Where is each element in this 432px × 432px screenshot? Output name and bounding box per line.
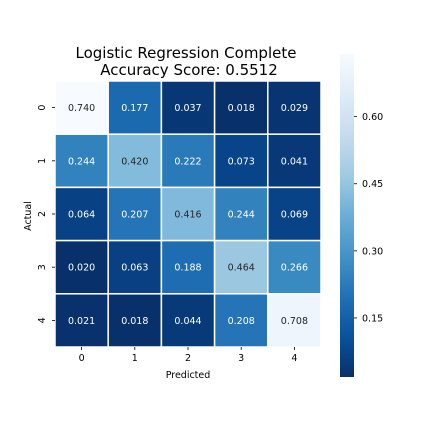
cell-value-label: 0.073: [228, 156, 255, 167]
x-axis-ticks: 0 1 2 3 4: [79, 347, 298, 364]
x-tick-label: 4: [291, 353, 297, 364]
heatmap-cells: 0.740 0.177 0.037 0.018 0.029 0.244 0.420 0.222…: [55, 81, 321, 347]
x-tick-label: 2: [185, 353, 191, 364]
x-axis-label: Predicted: [166, 370, 211, 381]
cell-value-label: 0.018: [121, 316, 148, 327]
colorbar: [340, 54, 354, 377]
cell-value-label: 0.044: [174, 316, 201, 327]
cell-value-label: 0.064: [68, 210, 95, 221]
colorbar-tick-label: 0.60: [362, 112, 383, 123]
cell-value-label: 0.020: [68, 263, 95, 274]
x-tick-label: 1: [132, 353, 138, 364]
cell-value-label: 0.708: [281, 316, 308, 327]
cell-value-label: 0.244: [228, 210, 255, 221]
cell-value-label: 0.207: [121, 210, 148, 221]
chart-title-line-2: Accuracy Score: 0.5512: [100, 61, 278, 79]
y-tick-label: 1: [37, 158, 48, 164]
cell-value-label: 0.041: [281, 156, 308, 167]
y-tick-label: 2: [37, 211, 48, 217]
x-tick-label: 3: [238, 353, 244, 364]
colorbar-tick-label: 0.15: [362, 313, 383, 324]
y-tick-label: 0: [37, 105, 48, 111]
colorbar-ticks: 0.15 0.30 0.45 0.60: [354, 112, 383, 324]
cell-value-label: 0.063: [121, 263, 148, 274]
y-tick-label: 4: [37, 317, 48, 323]
cell-value-label: 0.420: [121, 156, 148, 167]
y-axis-label: Actual: [23, 201, 34, 231]
cell-value-label: 0.037: [174, 103, 201, 114]
cell-value-label: 0.266: [281, 263, 308, 274]
cell-value-label: 0.021: [68, 316, 95, 327]
cell-value-label: 0.244: [68, 156, 95, 167]
y-tick-label: 3: [37, 264, 48, 270]
x-tick-label: 0: [79, 353, 85, 364]
y-axis-ticks: 0 1 2 3 4: [37, 105, 55, 324]
cell-value-label: 0.018: [228, 103, 255, 114]
cell-value-label: 0.222: [174, 156, 201, 167]
chart-title-line-1: Logistic Regression Complete: [76, 44, 297, 62]
cell-value-label: 0.069: [281, 210, 308, 221]
colorbar-tick-label: 0.30: [362, 246, 383, 257]
colorbar-tick-label: 0.45: [362, 179, 383, 190]
cell-value-label: 0.416: [174, 210, 201, 221]
cell-value-label: 0.029: [281, 103, 308, 114]
cell-value-label: 0.740: [68, 103, 95, 114]
cell-value-label: 0.177: [121, 103, 148, 114]
cell-value-label: 0.188: [174, 263, 201, 274]
cell-value-label: 0.464: [228, 263, 255, 274]
cell-value-label: 0.208: [228, 316, 255, 327]
